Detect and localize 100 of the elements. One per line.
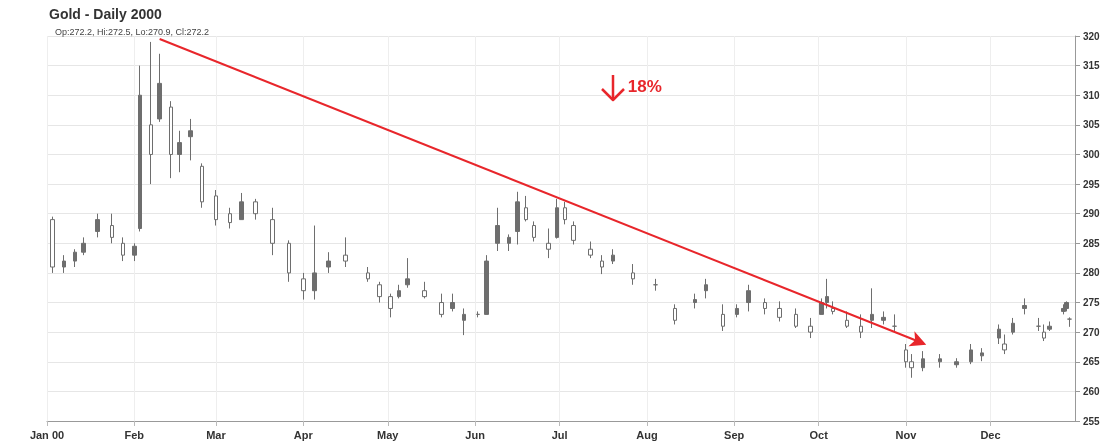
candlestick [228, 207, 232, 229]
y-tick-label: 290 [1083, 208, 1101, 220]
candlestick [169, 100, 173, 179]
candlestick [515, 191, 520, 245]
candlestick [845, 310, 849, 329]
candlestick [462, 307, 466, 336]
candlestick [721, 303, 725, 332]
candlestick [1067, 316, 1072, 328]
candlestick [343, 236, 348, 268]
candlestick [693, 293, 697, 309]
candlestick [571, 220, 576, 245]
candlestick [954, 357, 959, 369]
candlestick [81, 236, 86, 256]
x-tick-label: Aug [636, 428, 658, 441]
candlestick [95, 213, 100, 238]
candlestick [892, 313, 897, 332]
candlestick [326, 251, 331, 274]
candlestick [405, 257, 410, 289]
candlestick [157, 53, 162, 123]
candlestick [62, 254, 66, 274]
candlestick [600, 254, 604, 275]
x-tick-label: Jan 00 [29, 428, 65, 441]
y-tick-label: 275 [1083, 297, 1101, 309]
candlestick [312, 225, 317, 301]
candlestick [881, 310, 886, 325]
x-tick-label: Dec [980, 428, 1001, 441]
x-tick-label: Sep [724, 428, 745, 441]
chart-subtitle: Op:272.2, Hi:272.5, Lo:270.9, Cl:272.2 [55, 26, 210, 37]
x-tick-label: Apr [293, 428, 314, 441]
candlestick [735, 303, 739, 318]
candlestick [377, 281, 382, 304]
candlestick [704, 278, 708, 299]
x-tick-label: Jun [465, 428, 486, 441]
candlestick [200, 162, 204, 209]
y-tick-label: 320 [1083, 30, 1101, 42]
candlestick [397, 284, 401, 299]
candlestick [1022, 297, 1027, 315]
y-tick-label: 300 [1083, 148, 1101, 160]
candlestick [177, 130, 182, 173]
candlestick [1011, 317, 1015, 336]
candlestick [270, 207, 275, 256]
candlestick [1042, 323, 1046, 342]
candlestick [777, 300, 782, 322]
y-tick-label: 260 [1083, 385, 1101, 397]
candlestick [1002, 334, 1007, 355]
candlestick [611, 248, 615, 265]
candlestick [938, 353, 942, 369]
y-tick-label: 265 [1083, 356, 1101, 368]
candlestick [997, 323, 1001, 345]
candlestick [794, 307, 798, 329]
candlestick [532, 220, 536, 243]
candlestick [1036, 317, 1041, 332]
candlestick [859, 313, 863, 339]
annotation: 18% [627, 76, 662, 96]
candlestick [73, 248, 77, 268]
x-tick-label: Feb [124, 428, 145, 441]
x-tick-label: Oct [809, 428, 829, 441]
candlestick [50, 216, 55, 274]
candlestick [366, 266, 370, 283]
x-tick-label: Nov [895, 428, 918, 441]
y-tick-label: 280 [1083, 267, 1101, 279]
candlestick [1064, 300, 1069, 312]
y-tick-label: 255 [1083, 415, 1101, 427]
candlestick [969, 343, 973, 365]
candlestick [921, 350, 925, 372]
y-tick-label: 310 [1083, 89, 1101, 101]
candlestick [653, 278, 658, 292]
candlestick [253, 198, 258, 221]
candlestick [870, 287, 874, 329]
candlestick [524, 195, 528, 222]
candlestick [121, 236, 125, 262]
candlestick [980, 347, 984, 362]
candlestick [188, 118, 193, 161]
candlestick [239, 192, 244, 221]
candlestick [439, 293, 444, 318]
y-tick-label: 295 [1083, 178, 1101, 190]
candlestick [110, 213, 114, 244]
candlestick [555, 198, 559, 240]
candlestick [1047, 320, 1052, 332]
candlestick [422, 281, 427, 299]
y-tick-label: 315 [1083, 60, 1101, 72]
candlestick [132, 242, 137, 262]
x-tick-label: Jul [551, 428, 568, 441]
x-tick-label: May [377, 428, 400, 441]
candlestick [588, 241, 593, 259]
candlestick [214, 189, 218, 227]
candlestick [388, 293, 393, 318]
candlestick [808, 317, 813, 339]
candlestick [763, 297, 767, 315]
candlestick [450, 293, 455, 312]
candlestick [484, 254, 489, 315]
candlestick [507, 233, 511, 252]
candlestick [495, 207, 500, 252]
candlestick [301, 272, 306, 301]
candlestick [546, 228, 551, 259]
y-tick-label: 270 [1083, 326, 1101, 338]
x-tick-label: Mar [206, 428, 227, 441]
chart-title: Gold - Daily 2000 [49, 6, 163, 22]
y-tick-label: 285 [1083, 237, 1101, 249]
candlestick [563, 201, 567, 225]
